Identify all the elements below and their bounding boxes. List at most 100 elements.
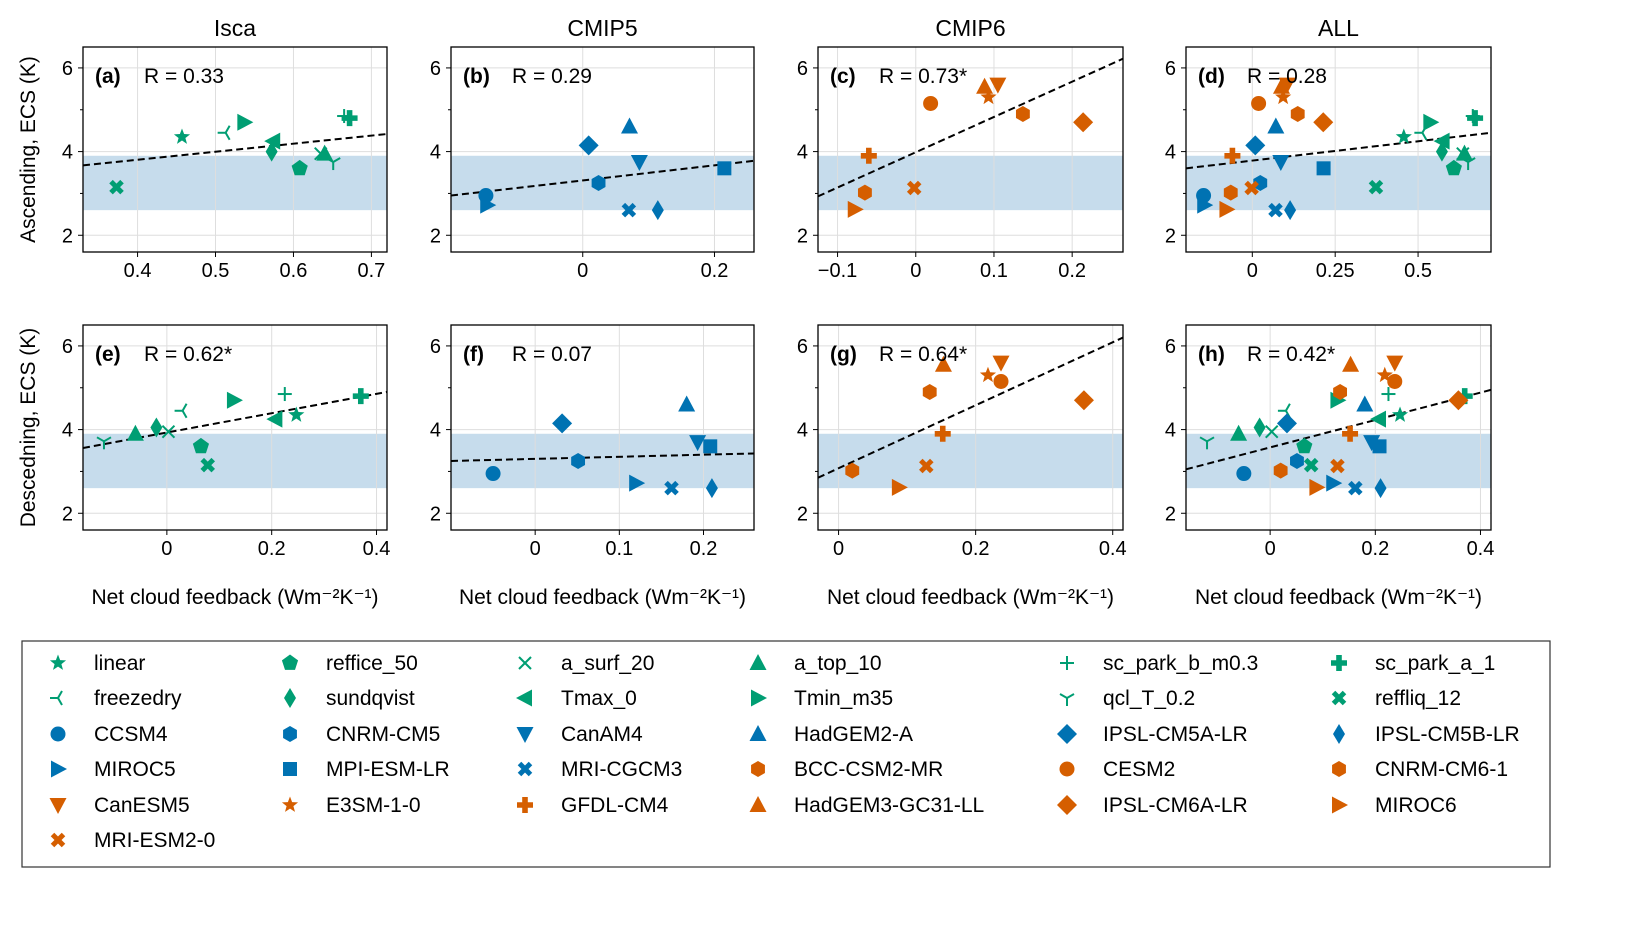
y-tick-label: 2 [1165, 503, 1176, 525]
legend-item-mpi-esm-lr: MPI-ESM-LR [283, 758, 450, 781]
legend-label: reffliq_12 [1375, 687, 1461, 710]
point-ipsl-cm5a-lr [578, 135, 599, 156]
panel-label: (a) [95, 65, 121, 88]
point-mpi-esm-lr [703, 439, 718, 454]
point-miroc6 [847, 200, 864, 218]
point-mri-cgcm3 [1348, 480, 1363, 496]
legend-marker [518, 656, 532, 670]
y-tick-label: 2 [430, 225, 441, 247]
point-tmax-0 [266, 410, 283, 428]
legend-marker [281, 796, 299, 812]
x-tick-label: 0.5 [202, 260, 230, 282]
legend-marker [51, 760, 67, 778]
y-tick-label: 2 [797, 225, 808, 247]
x-tick-label: 0 [1265, 538, 1276, 560]
legend-item-cnrm-cm6-1: CNRM-CM6-1 [1332, 758, 1508, 781]
legend-frame [21, 640, 1551, 868]
point-cnrm-cm6-1 [922, 383, 937, 400]
regression-line [451, 452, 754, 462]
legend-item-hadgem2-a: HadGEM2-A [749, 723, 913, 746]
correlation-label: R = 0.64* [879, 343, 967, 366]
point-reffliq-12 [109, 179, 124, 195]
legend-label: linear [94, 652, 145, 675]
legend-label: MPI-ESM-LR [326, 758, 450, 781]
x-tick-label: 0 [1247, 260, 1258, 282]
regression-line [1186, 388, 1491, 471]
legend-item-tmax-0: Tmax_0 [516, 687, 637, 710]
regression-line [818, 57, 1123, 198]
legend-label: Tmin_m35 [794, 687, 893, 710]
point-cnrm-cm5 [591, 174, 606, 191]
x-tick-label: 0 [910, 260, 921, 282]
plot-area [818, 325, 1123, 530]
point-tmax-0 [264, 132, 281, 150]
y-tick-label: 2 [1165, 225, 1176, 247]
point-tmax-0 [1433, 132, 1450, 150]
x-tick-label: 0.1 [980, 260, 1008, 282]
legend-marker [517, 761, 533, 777]
point-tmax-0 [1369, 410, 1386, 428]
point-ccsm4 [1236, 466, 1252, 482]
point-cnrm-cm5 [571, 452, 586, 469]
legend-item-miroc6: MIROC6 [1332, 794, 1457, 817]
point-reffice-50 [291, 159, 308, 176]
legend-label: CCSM4 [94, 723, 168, 746]
legend-item-canesm5: CanESM5 [49, 794, 190, 817]
legend-item-bcc-csm2-mr: BCC-CSM2-MR [751, 758, 943, 781]
legend-item-ipsl-cm5a-lr: IPSL-CM5A-LR [1057, 723, 1248, 746]
plot-area [1186, 47, 1491, 252]
point-gfdl-cm4 [1224, 147, 1241, 164]
legend-marker [50, 690, 63, 706]
point-miroc6 [1309, 478, 1326, 496]
point-linear [1391, 406, 1409, 422]
x-tick-label: 0.2 [258, 538, 286, 560]
point-a-top-10 [316, 144, 334, 161]
point-qcl-t-0-2 [325, 157, 341, 171]
y-tick-label: 6 [430, 336, 441, 358]
point-ipsl-cm5a-lr [1245, 135, 1266, 156]
plot-area [818, 47, 1123, 252]
legend-item-mri-esm2-0: MRI-ESM2-0 [50, 829, 215, 852]
legend-item-qcl-t-0-2: qcl_T_0.2 [1059, 687, 1195, 710]
x-tick-label: 0.2 [1361, 538, 1389, 560]
axes-frame [1185, 324, 1492, 531]
point-mri-cgcm3 [621, 202, 637, 218]
legend-label: CanESM5 [94, 794, 190, 817]
axes-frame [817, 46, 1124, 253]
y-tick-label: 2 [430, 503, 441, 525]
x-tick-label: 0.4 [1467, 538, 1495, 560]
point-cesm2 [1251, 95, 1267, 111]
x-tick-label: 0.4 [363, 538, 391, 560]
legend-marker [1333, 724, 1345, 744]
plot-area [83, 325, 387, 530]
column-title: CMIP6 [935, 15, 1005, 41]
point-ipsl-cm6a-lr [1073, 390, 1094, 411]
plot-area [451, 325, 754, 530]
legend-label: sundqvist [326, 687, 415, 710]
panel-label: (d) [1198, 65, 1225, 88]
legend: linear reffice_50 a_surf_20 a_top_10 sc_park… [21, 640, 1551, 868]
x-tick-label: 0.7 [358, 260, 386, 282]
legend-marker [517, 797, 533, 813]
point-linear [173, 128, 191, 144]
legend-marker [283, 762, 297, 776]
legend-label: sc_park_a_1 [1375, 652, 1495, 675]
legend-item-sc-park-b-m0-3: sc_park_b_m0.3 [1060, 652, 1258, 675]
point-bcc-csm2-mr [845, 462, 860, 479]
point-freezedry [217, 125, 231, 141]
axes-frame [82, 324, 388, 531]
point-e3sm-1-0 [1376, 366, 1393, 383]
panel-b: 0 0.2 2 4 6 (b) R = 0.29 CMIP5 [430, 15, 755, 282]
plot-area [1186, 325, 1491, 530]
point-reffice-50 [1296, 437, 1313, 454]
point-mri-cgcm3 [1268, 202, 1283, 218]
column-title: CMIP5 [567, 15, 637, 41]
ecs-range-band [818, 433, 1123, 489]
legend-marker [49, 654, 67, 670]
point-e3sm-1-0 [1275, 88, 1292, 105]
panel-h: 0 0.2 0.4 2 4 6 (h) R = 0.42* Net cloud feedback… [1165, 324, 1495, 609]
ecs-range-band [1186, 155, 1491, 211]
point-hadgem2-a [1267, 117, 1285, 134]
point-sundqvist [1253, 417, 1266, 438]
point-qcl-t-0-2 [96, 436, 112, 450]
